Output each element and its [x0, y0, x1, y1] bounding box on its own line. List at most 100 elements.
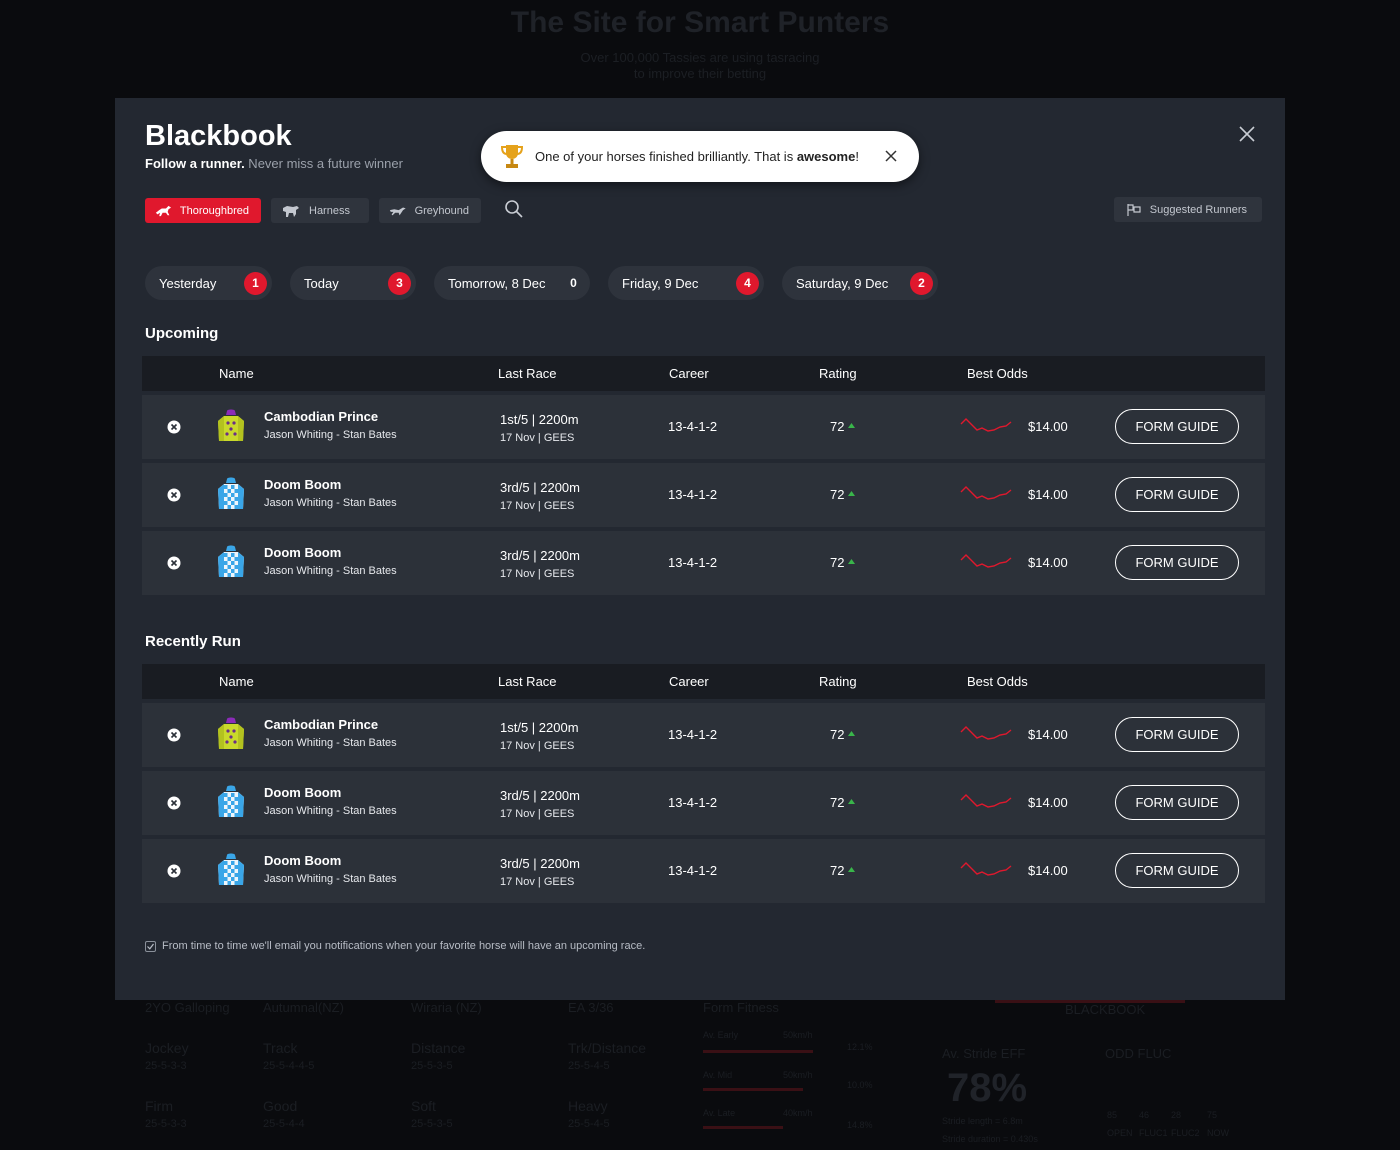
last-race-result: 3rd/5 | 2200m: [500, 480, 580, 495]
table-row: Cambodian Prince Jason Whiting - Stan Ba…: [142, 395, 1265, 459]
horse-name: Cambodian Prince: [264, 409, 379, 424]
tab-greyhound[interactable]: Greyhound: [379, 198, 481, 223]
background-title: The Site for Smart Punters: [510, 6, 890, 39]
rating-value: 72: [830, 727, 845, 742]
last-race-result: 3rd/5 | 2200m: [500, 548, 580, 563]
bg-stat-value: 25-5-4-4-5: [263, 1060, 315, 1072]
odds-sparkline-icon: [960, 554, 1012, 568]
bg-stat-label: Distance: [411, 1040, 466, 1056]
day-label: Saturday, 9 Dec: [796, 275, 889, 291]
bg-stride-label: Av. Stride EFF: [942, 1046, 1026, 1061]
horse-name: Doom Boom: [264, 853, 342, 868]
col-rating: Rating: [819, 674, 857, 689]
suggested-runners-button[interactable]: Suggested Runners: [1113, 197, 1262, 222]
rating-up-icon: [848, 423, 855, 428]
form-guide-button[interactable]: FORM GUIDE: [1115, 477, 1239, 512]
day-today[interactable]: Today 3: [290, 266, 416, 300]
bg-fluc-value: 28: [1171, 1110, 1182, 1120]
toast-close-icon[interactable]: [883, 148, 899, 164]
remove-runner-icon[interactable]: [167, 796, 181, 810]
close-icon[interactable]: [1235, 122, 1259, 146]
day-filters: Yesterday 1 Today 3 Tomorrow, 8 Dec 0 Frida…: [145, 266, 938, 300]
blackbook-modal: Blackbook Follow a runner. Never miss a …: [115, 98, 1285, 1000]
career-record: 13-4-1-2: [668, 727, 718, 742]
bg-stat-value: 25-5-3-5: [411, 1060, 453, 1072]
col-last-race: Last Race: [498, 366, 557, 381]
form-guide-button[interactable]: FORM GUIDE: [1115, 853, 1239, 888]
search-icon[interactable]: [504, 199, 524, 219]
recently-run-table: Name Last Race Career Rating Best Odds C…: [142, 664, 1265, 903]
career-record: 13-4-1-2: [668, 863, 718, 878]
jockey-silk-icon: [218, 409, 244, 441]
bg-stat-label: Soft: [411, 1098, 436, 1114]
day-label: Tomorrow, 8 Dec: [448, 275, 546, 291]
trophy-icon: [501, 144, 523, 168]
table-row: Doom Boom Jason Whiting - Stan Bates 3rd…: [142, 531, 1265, 595]
col-last-race: Last Race: [498, 674, 557, 689]
bg-stat-value: 25-5-4-4: [263, 1118, 305, 1130]
form-guide-button[interactable]: FORM GUIDE: [1115, 717, 1239, 752]
remove-runner-icon[interactable]: [167, 728, 181, 742]
rating-value: 72: [830, 555, 845, 570]
day-yesterday[interactable]: Yesterday 1: [145, 266, 272, 300]
day-count-badge: 1: [244, 271, 267, 295]
notify-checkbox[interactable]: [145, 940, 156, 952]
table-row: Doom Boom Jason Whiting - Stan Bates 3rd…: [142, 771, 1265, 835]
bg-fluc-label: OPEN: [1107, 1128, 1133, 1138]
upcoming-title: Upcoming: [145, 325, 219, 342]
bg-speed-value: 40km/h: [783, 1108, 813, 1118]
best-odds-value: $14.00: [1028, 795, 1068, 810]
tab-harness[interactable]: Harness: [271, 198, 369, 223]
day-saturday[interactable]: Saturday, 9 Dec 2: [782, 266, 938, 300]
bg-speed-pct: 12.1%: [847, 1042, 873, 1052]
remove-runner-icon[interactable]: [167, 556, 181, 570]
bg-stat-value: 25-5-3-5: [411, 1118, 453, 1130]
email-notification-option: From time to time we'll email you notifi…: [145, 940, 645, 952]
odds-sparkline-icon: [960, 418, 1012, 432]
col-rating: Rating: [819, 366, 857, 381]
rating-up-icon: [848, 867, 855, 872]
best-odds-value: $14.00: [1028, 727, 1068, 742]
bg-fluc-label: FLUC1: [1139, 1128, 1168, 1138]
odds-sparkline-icon: [960, 862, 1012, 876]
modal-title: Blackbook: [145, 120, 292, 152]
last-race-result: 3rd/5 | 2200m: [500, 788, 580, 803]
col-career: Career: [669, 366, 709, 381]
upcoming-table: Name Last Race Career Rating Best Odds C…: [142, 356, 1265, 595]
form-guide-button[interactable]: FORM GUIDE: [1115, 545, 1239, 580]
day-tomorrow[interactable]: Tomorrow, 8 Dec 0: [434, 266, 590, 300]
flags-icon: [1127, 203, 1141, 216]
trainer-jockey: Jason Whiting - Stan Bates: [264, 873, 397, 885]
remove-runner-icon[interactable]: [167, 864, 181, 878]
best-odds-value: $14.00: [1028, 419, 1068, 434]
form-guide-button[interactable]: FORM GUIDE: [1115, 409, 1239, 444]
best-odds-value: $14.00: [1028, 555, 1068, 570]
trainer-jockey: Jason Whiting - Stan Bates: [264, 737, 397, 749]
col-name: Name: [219, 674, 254, 689]
background-subtitle-line2: to improve their betting: [633, 66, 767, 81]
trainer-jockey: Jason Whiting - Stan Bates: [264, 497, 397, 509]
bg-speed-pct: 10.0%: [847, 1080, 873, 1090]
remove-runner-icon[interactable]: [167, 488, 181, 502]
bg-stride-length: Stride length = 6.8m: [942, 1116, 1023, 1126]
last-race-meta: 17 Nov | GEES: [500, 808, 575, 820]
horse-name: Doom Boom: [264, 477, 342, 492]
rating-value: 72: [830, 487, 845, 502]
jockey-silk-icon: [218, 545, 244, 577]
bg-stride-duration: Stride duration = 0.430s: [942, 1134, 1038, 1144]
background-subtitle-line1: Over 100,000 Tassies are using tasracing: [580, 50, 820, 65]
rating-value: 72: [830, 863, 845, 878]
tab-thoroughbred[interactable]: Thoroughbred: [145, 198, 261, 223]
trainer-jockey: Jason Whiting - Stan Bates: [264, 565, 397, 577]
rating-value: 72: [830, 795, 845, 810]
last-race-meta: 17 Nov | GEES: [500, 740, 575, 752]
form-guide-button[interactable]: FORM GUIDE: [1115, 785, 1239, 820]
table-row: Cambodian Prince Jason Whiting - Stan Ba…: [142, 703, 1265, 767]
odds-sparkline-icon: [960, 726, 1012, 740]
remove-runner-icon[interactable]: [167, 420, 181, 434]
day-friday[interactable]: Friday, 9 Dec 4: [608, 266, 764, 300]
rating-up-icon: [848, 559, 855, 564]
last-race-result: 1st/5 | 2200m: [500, 720, 579, 735]
bg-stat-value: 25-5-4-5: [568, 1060, 610, 1072]
career-record: 13-4-1-2: [668, 555, 718, 570]
